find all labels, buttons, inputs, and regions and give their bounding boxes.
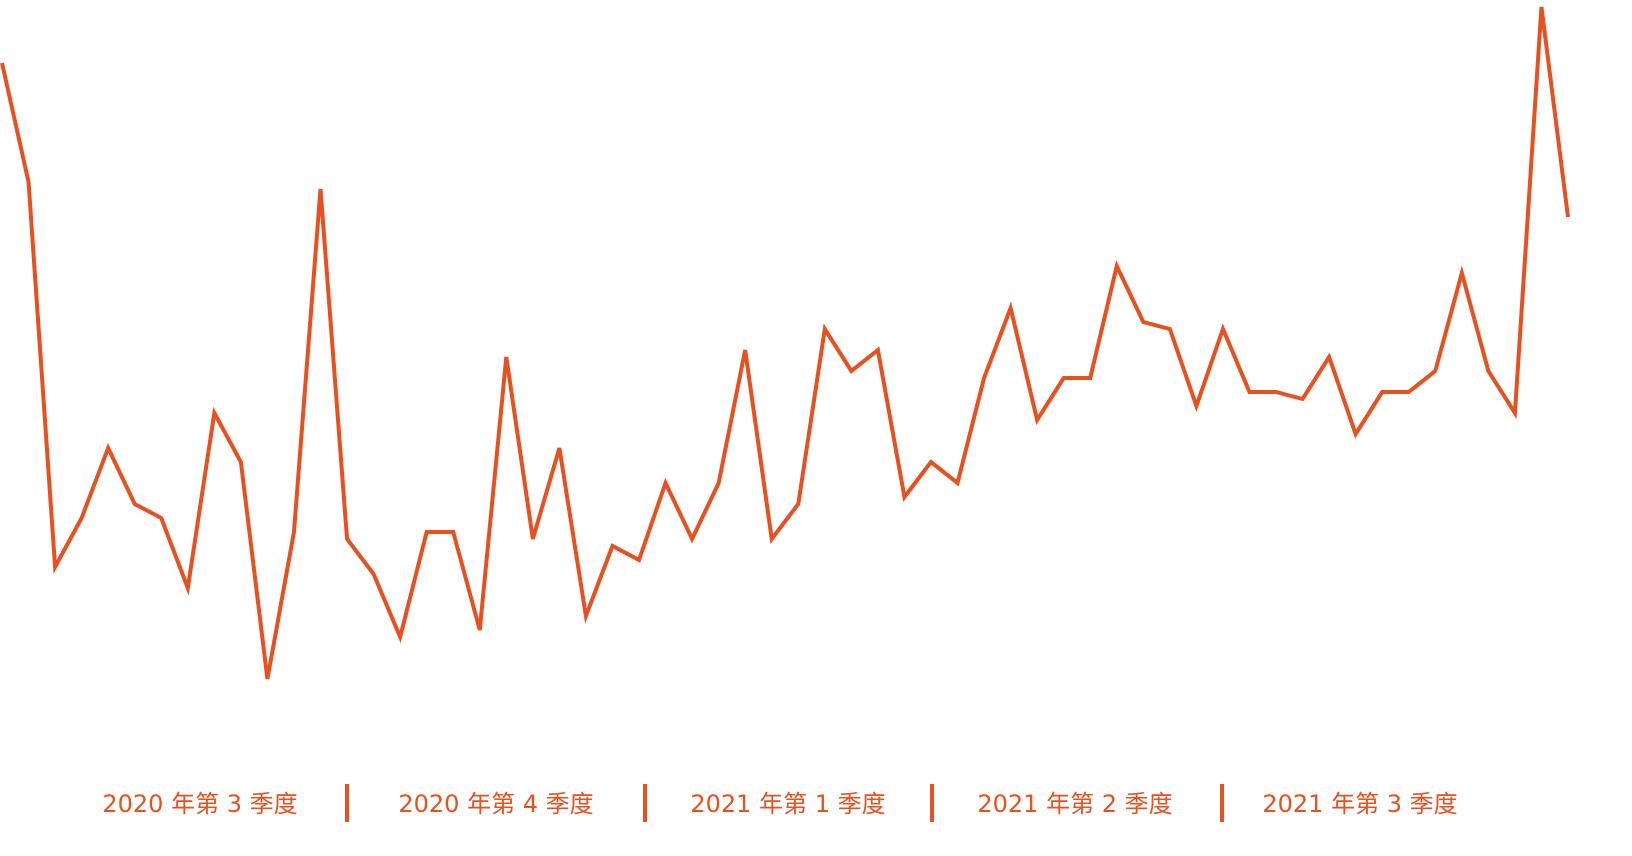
period-label: 2021 年第 2 季度 xyxy=(977,790,1172,818)
period-label: 2020 年第 4 季度 xyxy=(398,790,593,818)
line xyxy=(0,6,1570,680)
period-label: 2021 年第 1 季度 xyxy=(690,790,885,818)
period-label: 2020 年第 3 季度 xyxy=(102,790,297,818)
period-label: 2021 年第 3 季度 xyxy=(1262,790,1457,818)
